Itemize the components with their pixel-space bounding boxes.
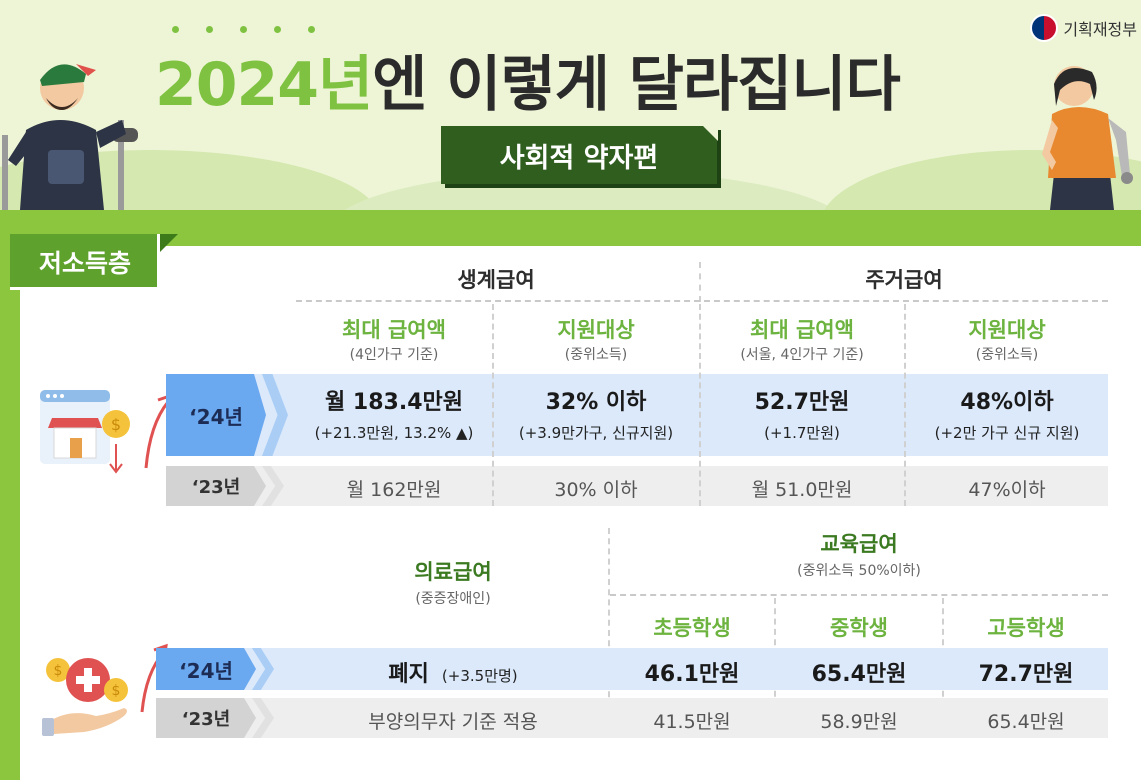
- cell-housing-max-2023: 월 51.0만원: [751, 479, 853, 501]
- year-label-text: ‘24년: [179, 658, 233, 683]
- cell-main: 52.7만원: [754, 390, 850, 415]
- col-header-elementary: 초등학생: [653, 616, 731, 640]
- cell-middle-2023: 58.9만원: [820, 711, 898, 733]
- col-sub: (4인가구 기준): [349, 347, 439, 363]
- col-sub: (서울, 4인가구 기준): [740, 347, 864, 363]
- col-title: 최대 급여액: [750, 318, 854, 342]
- year-label-2024: ‘24년: [156, 648, 256, 690]
- col-header-housing-max: 최대 급여액 (서울, 4인가구 기준): [700, 314, 904, 364]
- section-tag-low-income: 저소득층: [10, 234, 178, 290]
- col-header-livelihood-max: 최대 급여액 (4인가구 기준): [296, 314, 492, 364]
- col-title: 지원대상: [557, 318, 635, 342]
- title-rest: 엔 이렇게 달라집니다: [372, 50, 901, 120]
- col-title: 지원대상: [968, 318, 1046, 342]
- cell-sub: (+3.5만명): [441, 667, 518, 685]
- cell-high-2024: 72.7만원: [978, 662, 1074, 687]
- cell-housing-max-2024: 52.7만원 (+1.7만원): [700, 384, 904, 443]
- taegeuk-icon: [1030, 14, 1059, 42]
- col-header-middle: 중학생: [830, 616, 888, 640]
- cell-livelihood-max-2023: 월 162만원: [346, 479, 442, 501]
- year-label-text: ‘23년: [191, 477, 241, 498]
- column-divider: [904, 304, 906, 506]
- column-divider: [492, 304, 494, 506]
- col-header-housing-target: 지원대상 (중위소득): [906, 314, 1108, 364]
- cell-livelihood-max-2024: 월 183.4만원 (+21.3만원, 13.2% ▲): [296, 384, 492, 443]
- page-title: 2024년엔 이렇게 달라집니다: [155, 36, 901, 123]
- cell-livelihood-target-2024: 32% 이하 (+3.9만가구, 신규지원): [494, 384, 698, 443]
- cell-main: 48%이하: [960, 390, 1054, 415]
- table-row-2023: [156, 698, 1108, 738]
- year-label-2023: ‘23년: [166, 466, 266, 506]
- cell-main: 월 183.4만원: [325, 390, 463, 415]
- column-divider: [699, 304, 701, 506]
- cell-sub: (+2만 가구 신규 지원): [934, 424, 1080, 442]
- cell-housing-target-2024: 48%이하 (+2만 가구 신규 지원): [906, 384, 1108, 443]
- cell-elementary-2023: 41.5만원: [653, 711, 731, 733]
- col-sub: (중위소득): [564, 347, 628, 363]
- section-tag-label: 저소득층: [38, 249, 131, 278]
- col-title: 최대 급여액: [342, 318, 446, 342]
- table-row-2024: [156, 648, 1108, 690]
- man-with-crutches-icon: [2, 64, 138, 210]
- cell-medical-2024: 폐지 (+3.5만명): [300, 656, 606, 688]
- medical-hand-icon: $ $: [42, 658, 128, 736]
- woman-with-prosthetic-arm-icon: [1042, 66, 1133, 210]
- education-underline: [610, 594, 1108, 596]
- col-sub: (중위소득): [975, 347, 1039, 363]
- group-divider: [699, 262, 701, 302]
- ministry-logo: 기획재정부: [1030, 14, 1137, 42]
- group-underline: [296, 300, 1108, 302]
- header-education: 교육급여 (중위소득 50%이하): [610, 528, 1108, 580]
- education-title: 교육급여: [820, 532, 898, 556]
- ministry-name: 기획재정부: [1063, 20, 1137, 39]
- cell-medical-2023: 부양의무자 기준 적용: [368, 711, 538, 733]
- col-header-high: 고등학생: [987, 616, 1065, 640]
- svg-text:$: $: [111, 415, 121, 434]
- cell-sub: (+1.7만원): [764, 424, 840, 442]
- title-dots: [172, 26, 315, 33]
- group-title-livelihood: 생계급여: [457, 268, 535, 292]
- medical-title: 의료급여: [414, 560, 492, 584]
- year-label-2024: ‘24년: [166, 374, 266, 456]
- group-title-housing: 주거급여: [865, 268, 943, 292]
- cell-elementary-2024: 46.1만원: [644, 662, 740, 687]
- year-label-text: ‘24년: [189, 404, 243, 429]
- year-label-text: ‘23년: [181, 709, 231, 730]
- table-row-2024: [166, 374, 1108, 456]
- store-coin-icon: $: [40, 390, 130, 474]
- cell-sub: (+3.9만가구, 신규지원): [518, 424, 674, 442]
- cell-middle-2024: 65.4만원: [811, 662, 907, 687]
- subtitle-text: 사회적 약자편: [499, 142, 659, 174]
- svg-text:$: $: [112, 683, 121, 699]
- cell-main: 폐지: [388, 662, 429, 687]
- table-row-2023: [166, 466, 1108, 506]
- education-sub: (중위소득 50%이하): [797, 563, 921, 579]
- cell-main: 32% 이하: [545, 390, 647, 415]
- content-card: [20, 246, 1141, 780]
- medical-sub: (중증장애인): [415, 591, 491, 607]
- col-header-livelihood-target: 지원대상 (중위소득): [494, 314, 698, 364]
- cell-sub: (+21.3만원, 13.2% ▲): [314, 424, 474, 442]
- column-divider: [608, 528, 610, 738]
- cell-housing-target-2023: 47%이하: [968, 479, 1046, 501]
- header: 2024년엔 이렇게 달라집니다 사회적 약자편 기획재정부: [0, 0, 1141, 300]
- cell-high-2023: 65.4만원: [987, 711, 1065, 733]
- header-medical: 의료급여 (중증장애인): [300, 556, 606, 608]
- subtitle-banner: 사회적 약자편: [441, 125, 718, 184]
- svg-text:$: $: [54, 663, 63, 679]
- cell-livelihood-target-2023: 30% 이하: [554, 479, 638, 501]
- title-year: 2024년: [155, 50, 373, 120]
- year-label-2023: ‘23년: [156, 698, 256, 738]
